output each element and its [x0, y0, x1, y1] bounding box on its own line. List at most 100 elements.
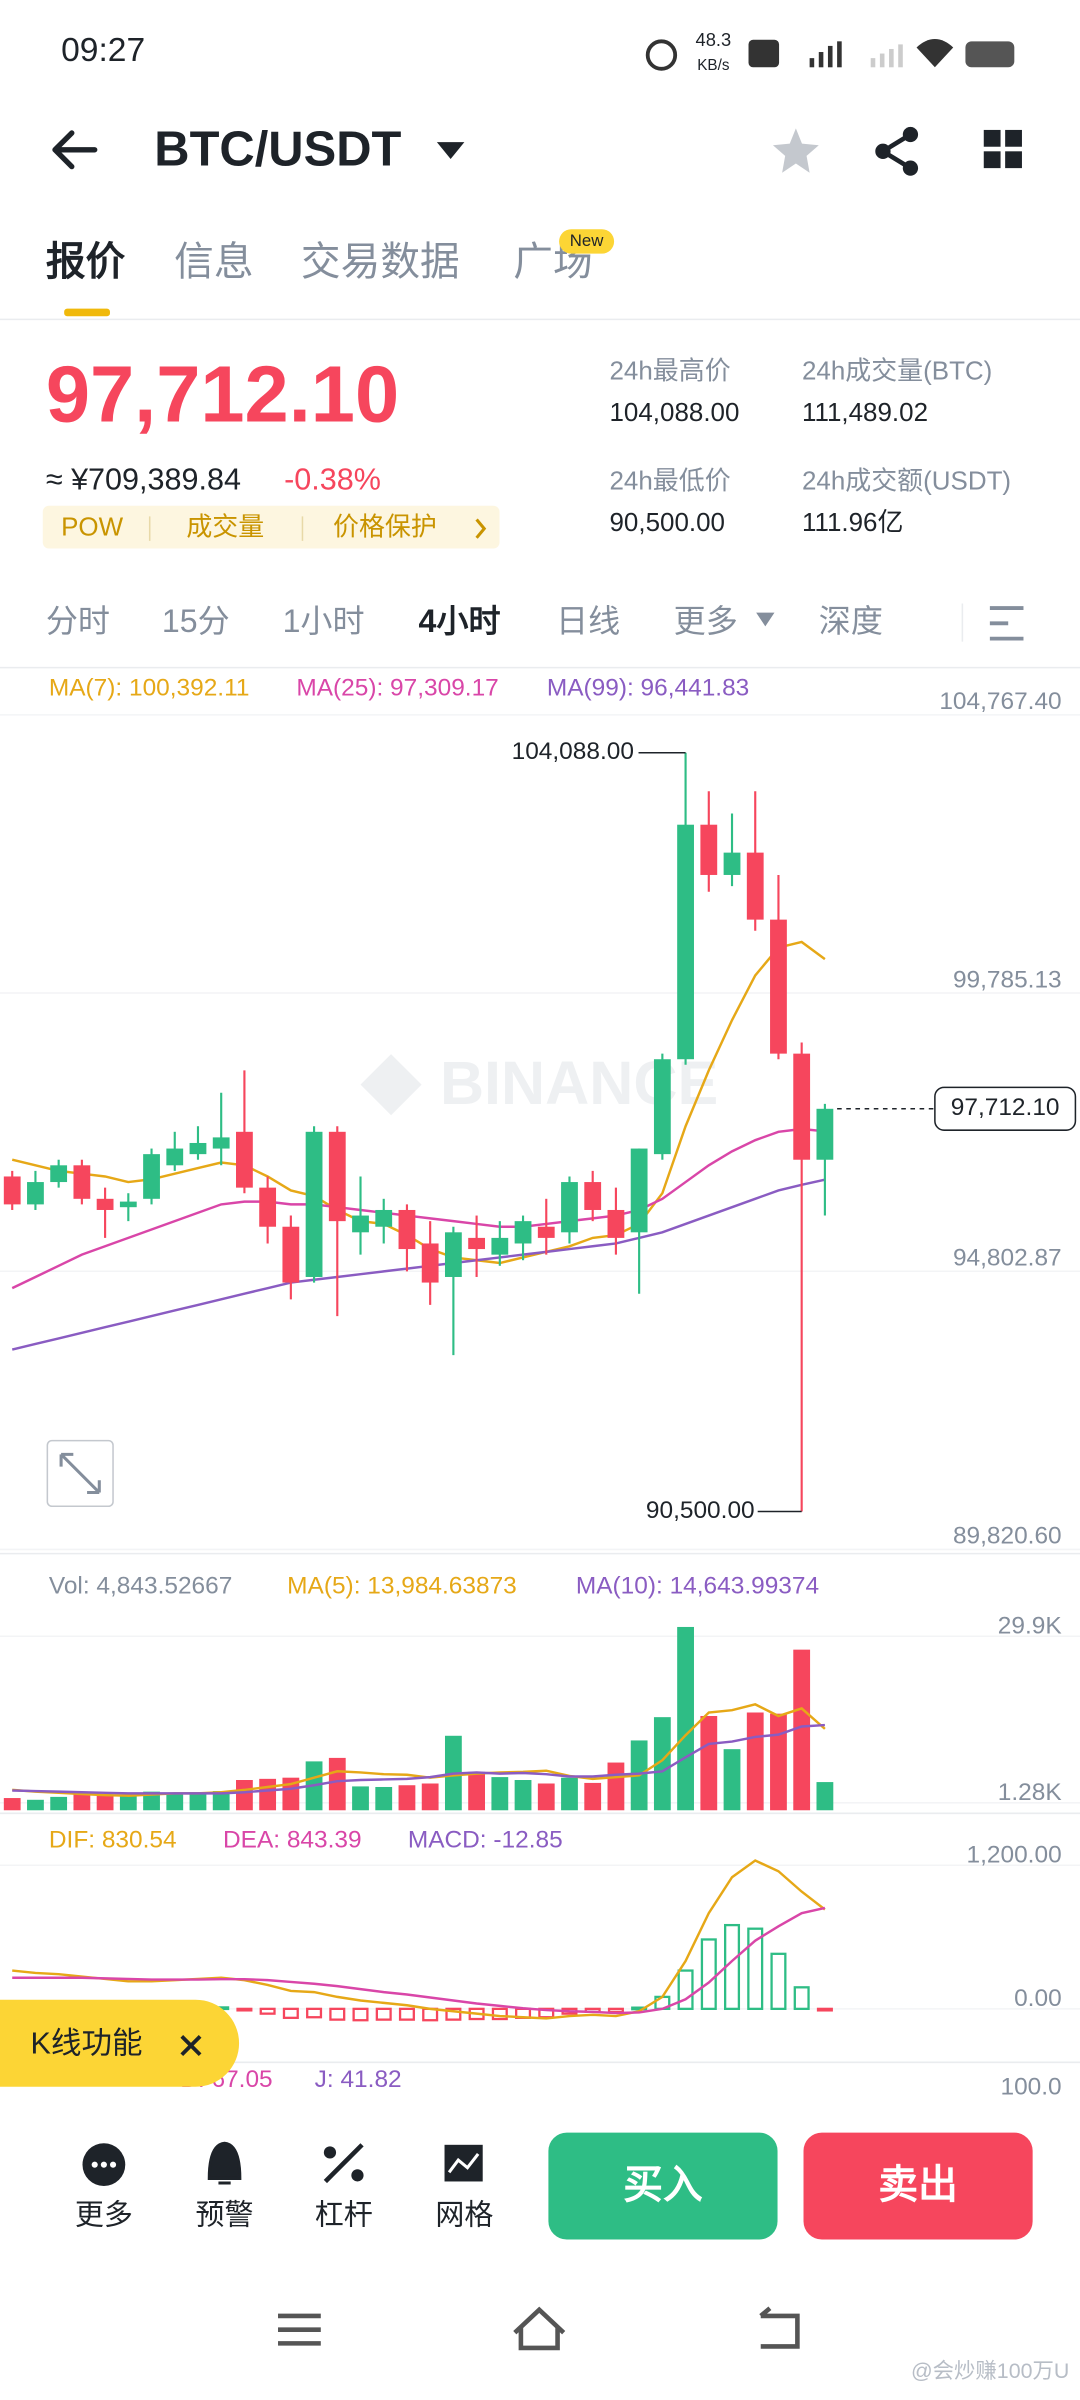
stat-value: 111,489.02	[802, 397, 928, 427]
volume-bar	[27, 1799, 44, 1811]
volume-bar	[677, 1626, 694, 1811]
candle-body	[189, 1142, 207, 1155]
interval[interactable]: 15分	[162, 603, 230, 639]
volume-bar	[584, 1782, 602, 1811]
grid-icon-line	[447, 2153, 480, 2174]
action-label: 预警	[196, 2198, 254, 2231]
action-label: 更多	[75, 2198, 133, 2231]
tag-separator	[148, 516, 304, 541]
favorite-star[interactable]	[772, 128, 819, 173]
close-icon[interactable]	[180, 2035, 202, 2057]
tag-bar[interactable]	[42, 505, 500, 549]
change-percent: -0.38%	[284, 462, 381, 496]
y-tick-label: 1,200.00	[967, 1842, 1062, 1869]
kline-feature-button[interactable]	[0, 1999, 240, 2087]
tab-indicator	[64, 308, 110, 317]
tag: 成交量	[186, 511, 264, 541]
nav-menu[interactable]	[278, 2313, 321, 2346]
last-price-box	[934, 1086, 1077, 1131]
candle-body	[584, 1182, 602, 1210]
ma-line	[11, 1127, 826, 1290]
volume-bar	[421, 1783, 439, 1811]
macd-legend: MACD: -12.85	[408, 1826, 563, 1853]
interval[interactable]: 分时	[46, 603, 110, 639]
y-tick-label: 89,820.60	[953, 1523, 1062, 1550]
candle-body	[236, 1131, 253, 1188]
volume-bar	[723, 1749, 741, 1811]
candle-body	[723, 852, 741, 875]
stat-label: 24h成交额(USDT)	[802, 466, 1011, 496]
macd-bar	[306, 2007, 323, 2019]
y-tick-label: 1.28K	[998, 1779, 1063, 1806]
candle-body	[653, 1059, 671, 1155]
candle-body	[398, 1209, 416, 1250]
macd-bar	[793, 1986, 810, 2011]
tab[interactable]: 信息	[174, 240, 253, 284]
volume-legend: MA(5): 13,984.63873	[287, 1573, 517, 1600]
nav-home[interactable]	[513, 2306, 566, 2351]
pair-title[interactable]: BTC/USDT	[154, 123, 401, 177]
signal-icon	[809, 41, 842, 68]
volume-bar	[653, 1717, 671, 1811]
chart-settings[interactable]	[989, 606, 1024, 641]
interval[interactable]: 深度	[819, 603, 883, 639]
volume-bar	[514, 1780, 532, 1811]
macd-bar	[375, 2007, 392, 2021]
volume-legend: Vol: 4,843.52667	[49, 1573, 232, 1600]
interval[interactable]: 1小时	[283, 603, 365, 639]
share-button[interactable]	[875, 126, 919, 176]
candle-body	[444, 1232, 462, 1277]
stat-value: 90,500.00	[610, 507, 725, 537]
volume-legend: MA(10): 14,643.99374	[576, 1573, 819, 1600]
volume-bar	[375, 1786, 393, 1811]
layout-button[interactable]	[983, 129, 1022, 169]
net-speed: 48.3	[696, 29, 732, 50]
macd-bar	[816, 2007, 833, 2012]
tab[interactable]: 交易数据	[301, 240, 460, 284]
pair-dropdown[interactable]	[436, 142, 465, 159]
tab[interactable]: 报价	[46, 240, 126, 284]
macd-bar	[398, 2007, 415, 2021]
stat-label: 24h成交量(BTC)	[802, 356, 992, 386]
candle-body	[212, 1137, 230, 1149]
expand-icon	[59, 1452, 101, 1495]
candle-body	[282, 1226, 300, 1283]
sell-button[interactable]	[803, 2132, 1033, 2240]
interval[interactable]: 日线	[556, 603, 620, 639]
volume-bar	[96, 1794, 114, 1811]
wifi-icon	[916, 39, 954, 68]
candle-body	[561, 1182, 578, 1233]
volume-bar	[607, 1762, 625, 1811]
volume-bar	[700, 1715, 718, 1811]
ma-legend: MA(7): 100,392.11	[49, 674, 250, 701]
candle-body	[259, 1187, 277, 1227]
candle-body	[421, 1243, 439, 1283]
tag: POW	[61, 511, 123, 541]
candle-body	[607, 1209, 625, 1238]
volume-ma-line	[12, 1703, 826, 1797]
action-label: 杠杆	[315, 2198, 373, 2231]
hd-icon	[748, 39, 780, 68]
volume-bar	[212, 1791, 230, 1811]
dea-line	[12, 1906, 826, 2015]
ma-line	[11, 1178, 826, 1351]
volume-bar	[352, 1786, 369, 1811]
back-button[interactable]	[52, 130, 98, 170]
leverage-icon[interactable]	[323, 2143, 364, 2184]
volume-bar	[537, 1783, 555, 1811]
volume-bar	[816, 1782, 834, 1811]
interval[interactable]: 更多	[674, 603, 738, 639]
y-tick-label: 94,802.87	[953, 1244, 1062, 1271]
nav-back[interactable]	[759, 2306, 800, 2349]
candle-body	[328, 1131, 346, 1222]
last-price-label: 97,712.10	[951, 1094, 1060, 1121]
macd-bar	[259, 2007, 276, 2015]
volume-bar	[119, 1795, 137, 1811]
buy-button[interactable]	[548, 2132, 778, 2240]
volume-bar	[328, 1757, 346, 1811]
alert-icon[interactable]	[207, 2141, 242, 2185]
ma-legend: MA(99): 96,441.83	[547, 674, 749, 701]
interval[interactable]: 4小时	[419, 603, 501, 639]
macd-bar	[282, 2007, 299, 2019]
